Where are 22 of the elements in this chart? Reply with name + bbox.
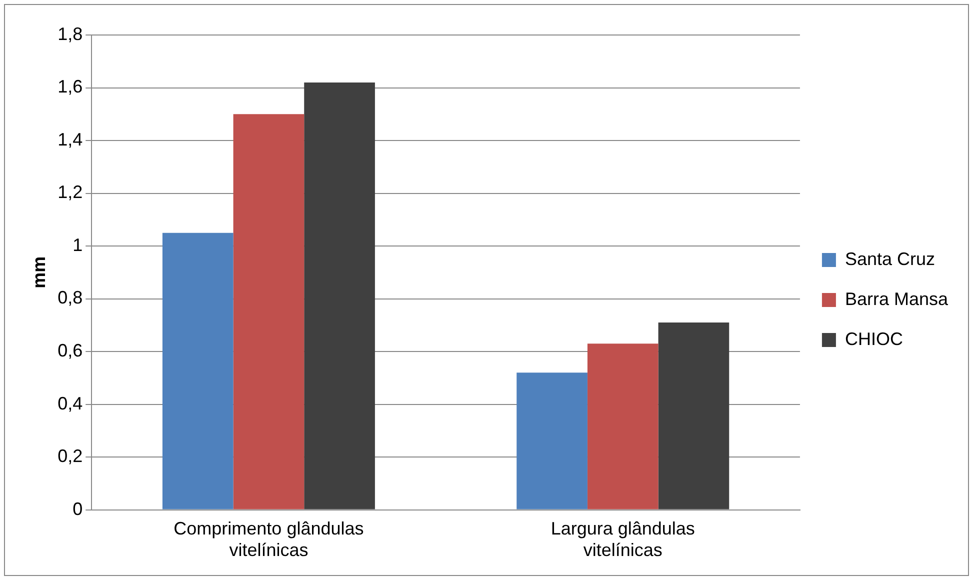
y-tick-label: 1 xyxy=(72,234,83,255)
y-tick-label: 1,4 xyxy=(58,129,83,150)
bar xyxy=(304,82,375,510)
y-tick-label: 0,6 xyxy=(58,340,83,360)
legend-label: Santa Cruz xyxy=(844,248,936,269)
y-tick-label: 0,4 xyxy=(58,393,83,414)
x-tick-label: Largura glândulas vitelínicas xyxy=(550,518,695,560)
bar xyxy=(587,344,658,510)
x-tick-label: Comprimento glândulas vitelínicas xyxy=(174,518,364,560)
y-tick-label: 0,2 xyxy=(58,446,83,466)
y-tick-label: 1,8 xyxy=(58,24,83,44)
bar xyxy=(233,114,304,510)
bar xyxy=(658,322,730,510)
legend-label: CHIOC xyxy=(844,328,903,349)
y-tick-label: 1,2 xyxy=(58,182,83,202)
y-axis-title: mm xyxy=(28,256,49,288)
y-tick-label: 0,8 xyxy=(58,288,83,308)
y-tick-label: 1,6 xyxy=(58,76,83,97)
y-tick-label: 0 xyxy=(72,498,83,519)
bar xyxy=(162,232,234,510)
legend-label: Barra Mansa xyxy=(844,288,949,309)
bar xyxy=(516,372,588,510)
